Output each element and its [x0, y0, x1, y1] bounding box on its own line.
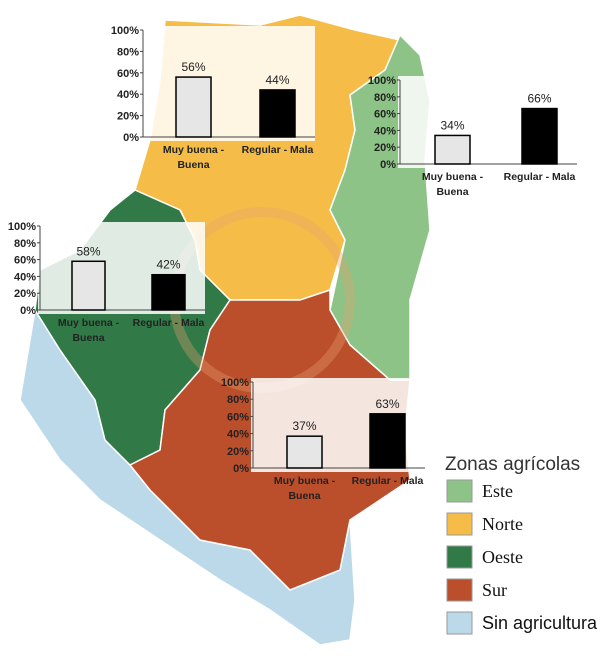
legend-title: Zonas agrícolas	[445, 454, 580, 475]
legend-label: Sur	[482, 580, 507, 600]
y-tick-label: 40%	[227, 429, 249, 441]
y-tick-label: 40%	[117, 89, 139, 101]
value-label: 44%	[265, 73, 289, 87]
value-label: 34%	[440, 118, 464, 132]
legend-swatch	[446, 512, 473, 536]
y-tick-label: 0%	[20, 305, 36, 317]
y-tick-label: 20%	[117, 111, 139, 123]
category-label: Muy buena - Buena	[421, 171, 484, 198]
y-tick-label: 100%	[8, 221, 36, 233]
bar	[521, 107, 558, 165]
legend-label: Norte	[482, 514, 523, 534]
y-tick-label: 60%	[117, 68, 139, 80]
category-label: Muy buena - Buena	[57, 317, 120, 344]
bar	[369, 413, 406, 469]
y-tick-label: 40%	[14, 271, 36, 283]
y-tick-label: 0%	[233, 463, 249, 475]
y-tick-label: 80%	[374, 92, 396, 104]
legend-label: Sin agricultura	[482, 613, 598, 633]
y-tick-label: 80%	[14, 238, 36, 250]
y-tick-label: 100%	[111, 25, 139, 37]
y-tick-label: 100%	[368, 75, 396, 87]
y-tick-label: 60%	[227, 411, 249, 423]
y-tick-label: 0%	[380, 159, 396, 171]
bar	[151, 273, 186, 311]
y-tick-label: 60%	[374, 109, 396, 121]
bar	[71, 260, 106, 311]
bar	[175, 76, 212, 138]
y-tick-label: 80%	[117, 46, 139, 58]
value-label: 37%	[292, 419, 316, 433]
legend-label: Oeste	[482, 547, 523, 567]
y-tick-label: 60%	[14, 255, 36, 267]
category-label: Regular - Mala	[351, 475, 424, 487]
legend-swatch	[446, 545, 473, 569]
y-tick-label: 20%	[374, 142, 396, 154]
y-tick-label: 20%	[227, 446, 249, 458]
legend-swatch	[446, 578, 473, 602]
y-tick-label: 80%	[227, 394, 249, 406]
category-label: Regular - Mala	[241, 144, 314, 156]
bar	[259, 89, 296, 138]
value-label: 63%	[375, 397, 399, 411]
bar	[286, 435, 323, 469]
value-label: 66%	[527, 92, 551, 106]
value-label: 58%	[76, 244, 100, 258]
legend-label: Este	[482, 481, 513, 501]
bar	[434, 134, 471, 165]
y-tick-label: 20%	[14, 288, 36, 300]
y-tick-label: 100%	[221, 377, 249, 389]
category-label: Muy buena - Buena	[273, 475, 336, 502]
legend-swatch	[446, 479, 473, 503]
category-label: Regular - Mala	[132, 317, 205, 329]
value-label: 42%	[156, 258, 180, 272]
category-label: Regular - Mala	[503, 171, 576, 183]
y-tick-label: 0%	[123, 132, 139, 144]
category-label: Muy buena - Buena	[162, 144, 225, 171]
value-label: 56%	[181, 60, 205, 74]
y-tick-label: 40%	[374, 125, 396, 137]
legend-swatch	[446, 611, 473, 635]
